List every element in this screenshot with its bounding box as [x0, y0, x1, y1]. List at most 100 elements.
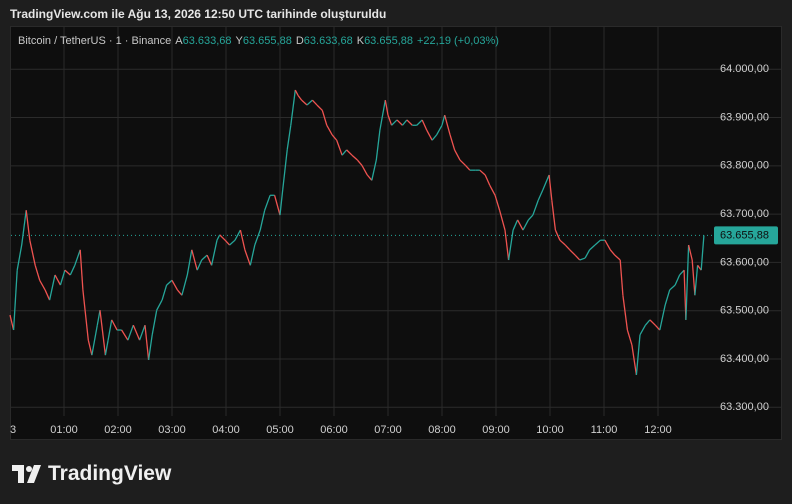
price-segment: [459, 159, 466, 166]
price-segment: [244, 249, 251, 266]
price-segment: [654, 324, 661, 331]
price-segment: [181, 274, 188, 296]
price-segment: [321, 110, 328, 126]
price-segment: [379, 100, 386, 131]
price-segment: [454, 149, 461, 161]
chart-pane: [10, 26, 782, 440]
price-segment: [138, 324, 146, 341]
price-segment: [331, 134, 338, 141]
y-tick-label: 63.300,00: [720, 401, 769, 413]
price-segment: [584, 249, 591, 259]
price-segment: [210, 240, 218, 266]
price-segment: [224, 239, 231, 246]
price-segment: [59, 269, 66, 286]
price-segment: [16, 244, 23, 271]
snapshot-caption: TradingView.com ile Ağu 13, 2026 12:50 U…: [10, 7, 387, 21]
price-segment: [64, 269, 71, 276]
price-segment: [614, 254, 621, 261]
ohlc-value: 63.633,68: [303, 35, 353, 47]
x-tick-label: 06:00: [320, 424, 348, 436]
price-segment: [259, 210, 266, 231]
price-segment: [54, 274, 61, 286]
price-segment: [691, 259, 696, 296]
ohlc-item: Y63.655,88: [236, 35, 292, 47]
price-segment: [664, 289, 671, 306]
price-segment: [171, 279, 178, 291]
price-segment: [99, 310, 107, 356]
price-segment: [82, 289, 89, 341]
ohlc-key: D: [295, 35, 304, 47]
price-segment: [132, 324, 141, 341]
price-segment: [12, 270, 18, 331]
price-segment: [700, 235, 705, 271]
ohlc-key: Y: [235, 35, 243, 47]
price-segment: [401, 119, 408, 126]
price-segment: [559, 239, 566, 246]
ohlc-item: A63.633,68: [175, 35, 231, 47]
price-segment: [431, 134, 438, 141]
price-segment: [622, 295, 629, 331]
y-tick-label: 63.400,00: [720, 353, 769, 365]
x-tick-label: 12:00: [644, 424, 672, 436]
price-segment: [687, 244, 693, 261]
price-segment: [441, 114, 446, 126]
price-segment: [579, 257, 586, 261]
y-tick-label: 63.800,00: [720, 160, 769, 172]
price-segment: [387, 114, 393, 126]
legend: Bitcoin / TetherUS · 1 · Binance A63.633…: [18, 35, 499, 47]
price-segment: [91, 325, 98, 356]
price-segment: [619, 259, 624, 296]
price-segment: [290, 89, 296, 126]
price-segment: [674, 274, 681, 286]
logo-icon: [12, 465, 41, 483]
price-segment: [631, 344, 638, 376]
ohlc-item: K63.655,88: [357, 35, 413, 47]
x-tick-label: 01:00: [50, 424, 78, 436]
price-segment: [694, 265, 699, 296]
price-segment: [104, 340, 109, 356]
price-segment: [504, 229, 510, 261]
price-segment: [416, 119, 423, 126]
price-segment: [494, 195, 501, 211]
price-segment: [21, 210, 27, 246]
price-segment: [366, 174, 373, 181]
price-segment: [371, 159, 377, 181]
price-segment: [34, 265, 41, 281]
price-segment: [594, 239, 601, 246]
price-segment: [48, 274, 56, 301]
price-segment: [639, 324, 646, 336]
price-segment: [316, 104, 323, 111]
price-segment: [554, 229, 561, 241]
price-segment: [569, 249, 576, 256]
price-segment: [279, 189, 284, 216]
price-segment: [176, 289, 183, 296]
price-segment: [609, 249, 616, 256]
price-segment: [484, 174, 491, 186]
price-segment: [421, 119, 428, 131]
ohlc-key: A: [175, 35, 183, 47]
price-segment: [384, 100, 389, 116]
price-segment: [604, 239, 611, 251]
y-tick-label: 63.900,00: [720, 111, 769, 123]
price-segment: [234, 229, 241, 241]
price-segment: [282, 149, 288, 191]
price-segment: [44, 289, 51, 301]
price-segment: [239, 229, 246, 250]
x-tick-label: 3: [10, 424, 16, 436]
price-segment: [297, 94, 303, 101]
price-segment: [512, 219, 519, 231]
price-segment: [186, 249, 193, 276]
price-segment: [286, 125, 292, 150]
price-segment: [444, 114, 451, 136]
price-segment: [644, 319, 651, 326]
price-segment: [464, 164, 471, 171]
price-segment: [111, 319, 118, 331]
price-segment: [219, 234, 226, 241]
price-segment: [406, 119, 413, 126]
x-tick-label: 11:00: [591, 424, 618, 436]
last-price-box: [714, 226, 778, 245]
price-segment: [121, 329, 129, 341]
price-segment: [396, 119, 403, 126]
